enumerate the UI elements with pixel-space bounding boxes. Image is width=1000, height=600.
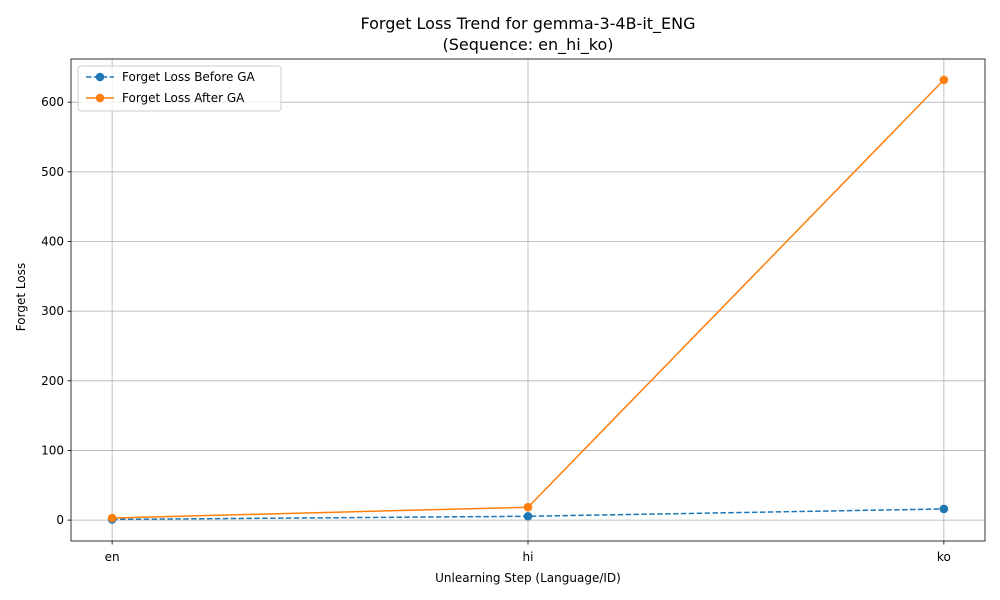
data-point-before-ga bbox=[939, 504, 949, 514]
y-tick-label: 600 bbox=[41, 95, 64, 109]
x-tick-label: hi bbox=[523, 550, 534, 564]
chart-title-line1: Forget Loss Trend for gemma-3-4B-it_ENG bbox=[360, 14, 695, 34]
y-tick-label: 200 bbox=[41, 374, 64, 388]
x-tick-label: en bbox=[105, 550, 120, 564]
tick-labels: 0 100 200 300 400 500 600 en hi ko bbox=[41, 95, 951, 564]
legend-box bbox=[77, 65, 282, 112]
y-tick-label: 300 bbox=[41, 304, 64, 318]
legend: Forget Loss Before GA Forget Loss After G… bbox=[77, 65, 282, 112]
data-point-after-ga bbox=[107, 513, 117, 523]
y-tick-label: 400 bbox=[41, 234, 64, 248]
grid bbox=[71, 59, 985, 541]
y-tick-label: 100 bbox=[41, 443, 64, 457]
legend-marker bbox=[95, 93, 105, 103]
data-point-after-ga bbox=[523, 502, 533, 512]
y-axis-label: Forget Loss bbox=[14, 263, 28, 331]
data-point-before-ga bbox=[523, 511, 533, 521]
legend-marker bbox=[95, 72, 105, 82]
legend-entry-label: Forget Loss After GA bbox=[122, 91, 245, 105]
x-tick-label: ko bbox=[937, 550, 951, 564]
x-axis-label: Unlearning Step (Language/ID) bbox=[435, 571, 621, 585]
data-point-after-ga bbox=[939, 75, 949, 85]
y-tick-label: 0 bbox=[56, 513, 64, 527]
series-group bbox=[107, 75, 949, 524]
y-tick-label: 500 bbox=[41, 165, 64, 179]
legend-entry-label: Forget Loss Before GA bbox=[122, 70, 256, 84]
chart-title-line2: (Sequence: en_hi_ko) bbox=[443, 35, 614, 55]
